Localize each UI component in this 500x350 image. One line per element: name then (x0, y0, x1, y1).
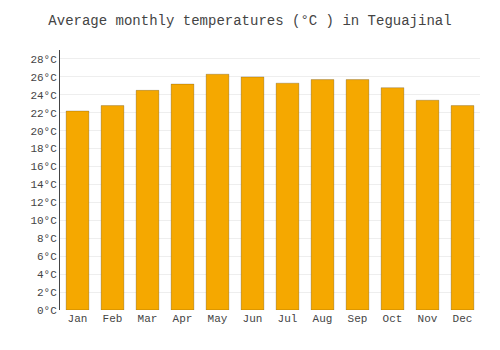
svg-text:Mar: Mar (138, 313, 158, 325)
svg-text:16°C: 16°C (30, 161, 57, 173)
svg-text:May: May (208, 313, 228, 325)
svg-text:Average monthly temperatures (: Average monthly temperatures (°C ) in Te… (48, 13, 451, 29)
svg-text:Aug: Aug (313, 313, 333, 325)
svg-text:20°C: 20°C (30, 126, 57, 138)
svg-text:Apr: Apr (173, 313, 193, 325)
svg-text:Sep: Sep (348, 313, 368, 325)
svg-text:26°C: 26°C (30, 72, 57, 84)
svg-text:Jan: Jan (68, 313, 88, 325)
svg-text:8°C: 8°C (37, 233, 57, 245)
svg-text:18°C: 18°C (30, 143, 57, 155)
svg-text:24°C: 24°C (30, 90, 57, 102)
svg-text:Oct: Oct (383, 313, 403, 325)
svg-text:6°C: 6°C (37, 251, 57, 263)
svg-text:0°C: 0°C (37, 305, 57, 317)
svg-text:12°C: 12°C (30, 197, 57, 209)
svg-text:Jun: Jun (243, 313, 263, 325)
svg-text:28°C: 28°C (30, 54, 57, 66)
svg-text:10°C: 10°C (30, 215, 57, 227)
svg-text:2°C: 2°C (37, 287, 57, 299)
svg-text:Dec: Dec (453, 313, 473, 325)
svg-text:Feb: Feb (103, 313, 123, 325)
svg-text:4°C: 4°C (37, 269, 57, 281)
svg-text:Nov: Nov (418, 313, 438, 325)
svg-text:14°C: 14°C (30, 179, 57, 191)
svg-text:22°C: 22°C (30, 108, 57, 120)
svg-text:Jul: Jul (278, 313, 298, 325)
